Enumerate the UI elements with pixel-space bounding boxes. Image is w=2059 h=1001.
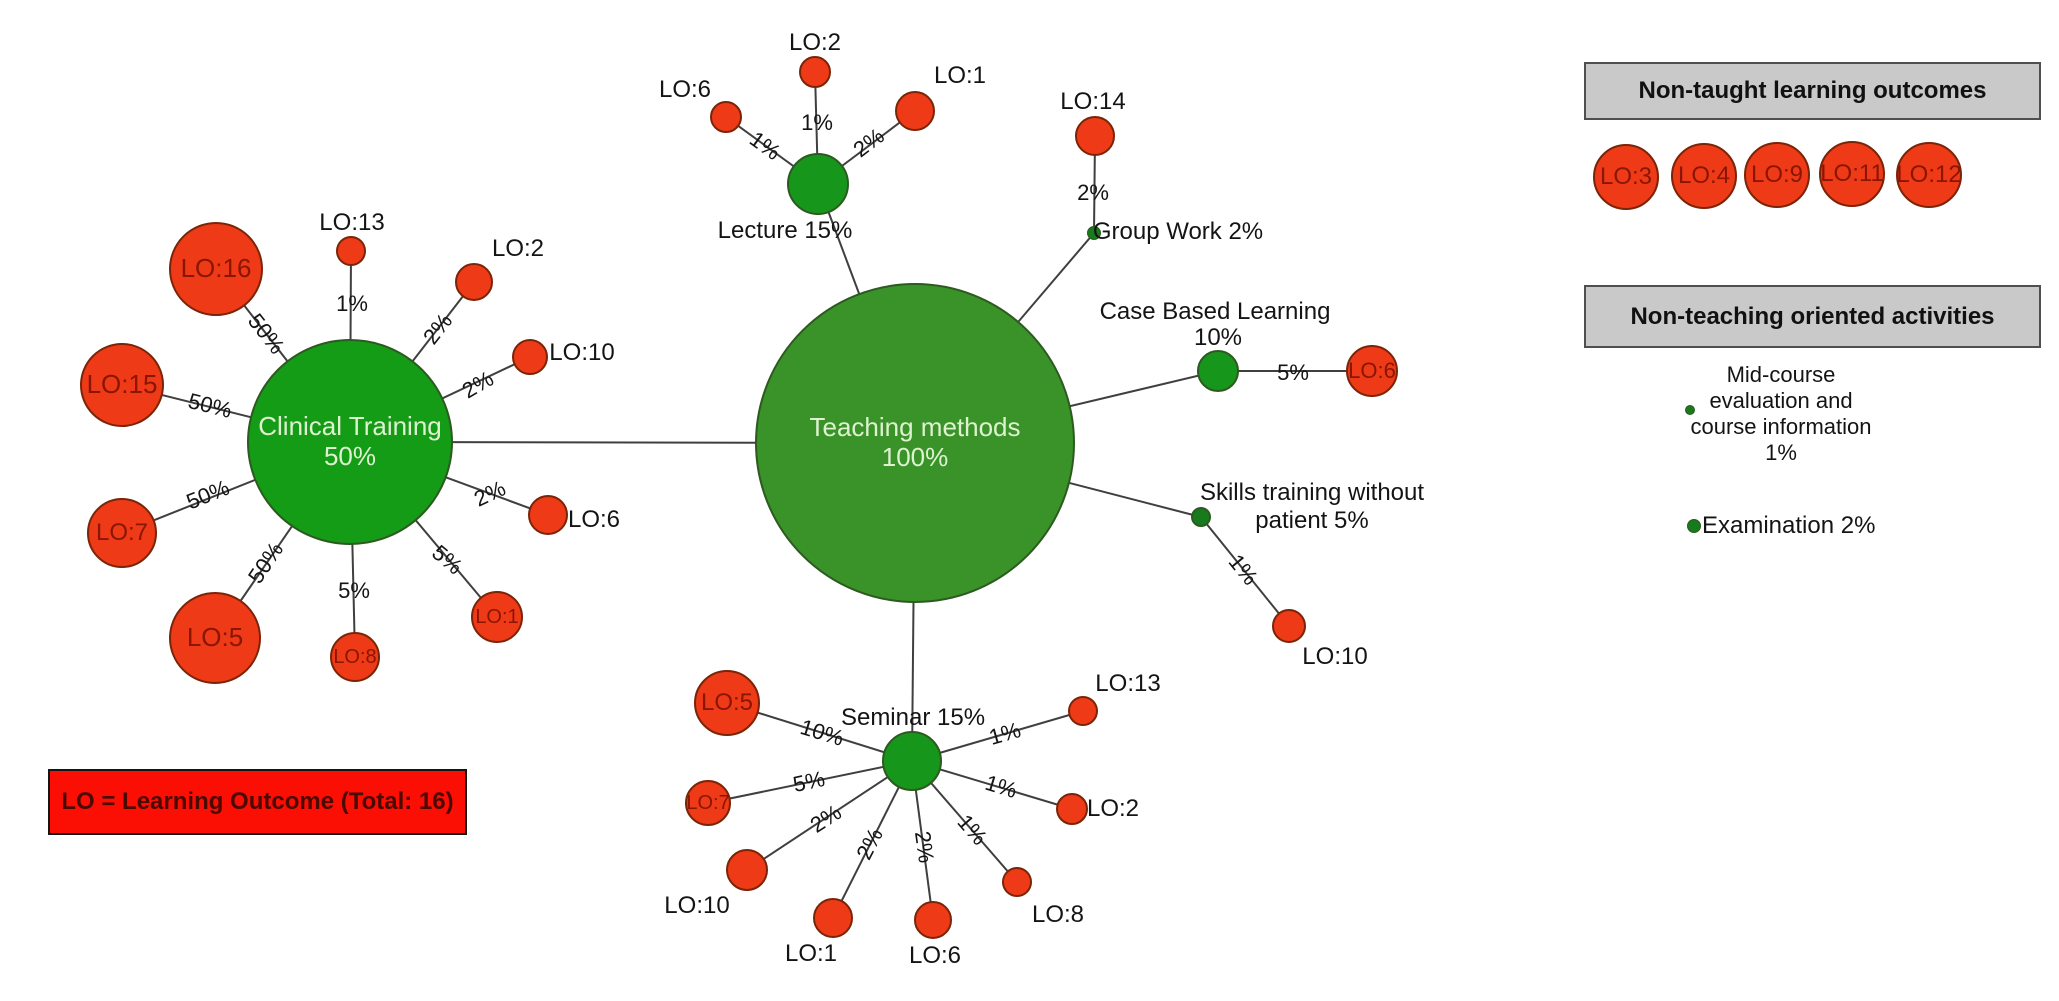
node-sem-lo5: LO:5 bbox=[694, 670, 760, 736]
diagram-text-label: Seminar 15% bbox=[840, 704, 986, 731]
node-leg-lo4: LO:4 bbox=[1671, 143, 1737, 209]
node-ct-lo5: LO:5 bbox=[169, 592, 261, 684]
node-ct-lo7: LO:7 bbox=[87, 498, 157, 568]
node-grp-lo14 bbox=[1075, 116, 1115, 156]
diagram-text-label: LO:10 bbox=[1302, 643, 1368, 670]
node-seminar bbox=[882, 731, 942, 791]
node-lec-lo6 bbox=[710, 101, 742, 133]
edge-percent-label: 2% bbox=[1077, 180, 1109, 205]
node-sem-lo6 bbox=[914, 901, 952, 939]
edge-line bbox=[746, 760, 913, 871]
diagram-text-label: LO:2 bbox=[788, 29, 842, 56]
non-taught-legend-title: Non-taught learning outcomes bbox=[1638, 77, 1987, 104]
node-leg-lo12: LO:12 bbox=[1896, 142, 1962, 208]
node-sem-lo1 bbox=[813, 898, 853, 938]
non-teaching-legend-title: Non-teaching oriented activities bbox=[1630, 302, 1995, 330]
examination-label: Examination 2% bbox=[1702, 512, 1876, 539]
node-label: Teaching methods 100% bbox=[809, 412, 1021, 472]
node-ct-lo2 bbox=[455, 263, 493, 301]
diagram-text-label: LO:6 bbox=[658, 76, 712, 103]
node-leg-lo11: LO:11 bbox=[1819, 141, 1885, 207]
diagram-text-label: Skills training without bbox=[1199, 479, 1425, 506]
diagram-text-label: LO:2 bbox=[1086, 795, 1140, 822]
node-label: LO:5 bbox=[700, 689, 754, 717]
diagram-text-label: LO:6 bbox=[567, 506, 621, 533]
edge-percent-label: 5% bbox=[1277, 360, 1309, 385]
diagram-text-label: Group Work 2% bbox=[1092, 218, 1264, 245]
node-ct-lo13 bbox=[336, 236, 366, 266]
diagram-text-label: LO:2 bbox=[491, 235, 545, 262]
node-label: LO:3 bbox=[1599, 163, 1653, 191]
learning-outcome-key-text: LO = Learning Outcome (Total: 16) bbox=[61, 788, 454, 815]
non-teaching-legend-box: Non-teaching oriented activities bbox=[1584, 285, 2041, 348]
node-label: LO:7 bbox=[686, 791, 730, 814]
node-label: LO:9 bbox=[1750, 161, 1804, 189]
diagram-text-label: LO:13 bbox=[319, 209, 385, 236]
diagram-text-label: LO:10 bbox=[549, 339, 615, 366]
mid-course-evaluation-label: Mid-course evaluation and course informa… bbox=[1641, 362, 1921, 466]
diagram-text-label: Case Based Learning bbox=[1099, 298, 1331, 325]
node-sem-lo10 bbox=[726, 849, 768, 891]
node-sem-lo2 bbox=[1056, 793, 1088, 825]
node-label: LO:16 bbox=[180, 253, 252, 284]
node-skills-training-dot bbox=[1191, 507, 1211, 527]
node-skl-lo10 bbox=[1272, 609, 1306, 643]
node-midcourse-dot bbox=[1685, 405, 1695, 415]
node-label: LO:4 bbox=[1677, 162, 1731, 190]
node-label: LO:7 bbox=[95, 519, 149, 547]
mid-course-line-2: evaluation and bbox=[1709, 388, 1853, 413]
node-lec-lo2 bbox=[799, 56, 831, 88]
node-label: LO:5 bbox=[186, 622, 244, 653]
node-ct-lo10 bbox=[512, 339, 548, 375]
node-sem-lo7: LO:7 bbox=[685, 780, 731, 826]
node-label: LO:6 bbox=[1348, 358, 1396, 384]
node-label: LO:1 bbox=[475, 605, 519, 628]
node-group-work-dot bbox=[1087, 226, 1101, 240]
mid-course-line-1: Mid-course bbox=[1726, 362, 1836, 387]
node-label: LO:15 bbox=[86, 369, 158, 400]
diagram-text-label: LO:14 bbox=[1060, 88, 1126, 115]
node-label: LO:11 bbox=[1820, 160, 1884, 188]
diagram-text-label: LO:1 bbox=[784, 940, 838, 967]
node-ct-lo6 bbox=[528, 495, 568, 535]
node-lecture bbox=[787, 153, 849, 215]
learning-outcome-key-box: LO = Learning Outcome (Total: 16) bbox=[48, 769, 467, 835]
node-cbl-lo6: LO:6 bbox=[1346, 345, 1398, 397]
diagram-text-label: LO:6 bbox=[908, 942, 962, 969]
node-ct-lo16: LO:16 bbox=[169, 222, 263, 316]
mid-course-line-3: course information bbox=[1690, 414, 1872, 439]
node-sem-lo13 bbox=[1068, 696, 1098, 726]
node-examination-dot bbox=[1687, 519, 1701, 533]
node-sem-lo8 bbox=[1002, 867, 1032, 897]
edge-percent-label: 1% bbox=[336, 291, 368, 316]
diagram-text-label: LO:8 bbox=[1031, 901, 1085, 928]
edge-percent-label: 1% bbox=[801, 110, 833, 135]
node-teaching: Teaching methods 100% bbox=[755, 283, 1075, 603]
node-ct-lo15: LO:15 bbox=[80, 343, 164, 427]
diagram-text-label: LO:13 bbox=[1095, 670, 1161, 697]
mid-course-line-4: 1% bbox=[1765, 440, 1797, 465]
node-case-based-learning bbox=[1197, 350, 1239, 392]
node-label: LO:12 bbox=[1896, 161, 1962, 189]
edge-line bbox=[1200, 516, 1290, 627]
node-clinical: Clinical Training 50% bbox=[247, 339, 453, 545]
node-ct-lo1: LO:1 bbox=[471, 591, 523, 643]
diagram-text-label: 10% bbox=[1193, 324, 1243, 351]
node-label: LO:8 bbox=[333, 645, 377, 668]
diagram-text-label: LO:1 bbox=[933, 62, 987, 89]
diagram-text-label: patient 5% bbox=[1255, 507, 1369, 534]
diagram-text-label: Lecture 15% bbox=[717, 217, 853, 244]
diagram-text-label: LO:10 bbox=[664, 892, 730, 919]
edge-percent-label: 5% bbox=[338, 578, 370, 603]
edge-line bbox=[707, 760, 913, 804]
edge-percent-label: 2% bbox=[909, 829, 940, 865]
non-taught-legend-box: Non-taught learning outcomes bbox=[1584, 62, 2041, 120]
node-leg-lo3: LO:3 bbox=[1593, 144, 1659, 210]
node-label: Clinical Training 50% bbox=[258, 411, 442, 471]
node-ct-lo8: LO:8 bbox=[330, 632, 380, 682]
node-lec-lo1 bbox=[895, 91, 935, 131]
node-leg-lo9: LO:9 bbox=[1744, 142, 1810, 208]
